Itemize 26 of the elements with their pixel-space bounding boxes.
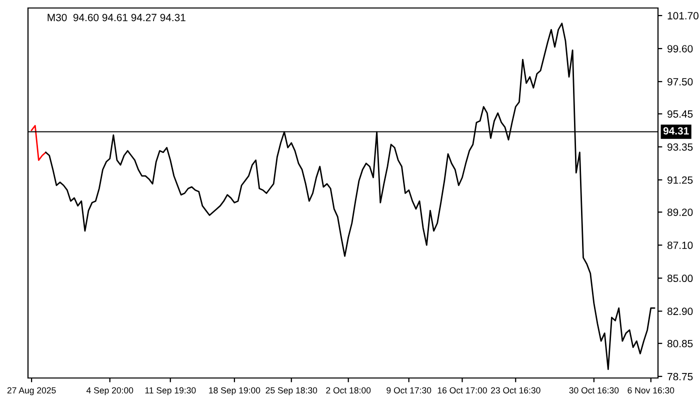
line-series	[30, 124, 46, 161]
ref-line-label: 94.31	[663, 127, 689, 135]
x-tick-label: 11 Sep 19:30	[145, 387, 196, 396]
x-tick-label: 9 Oct 17:30	[386, 387, 432, 394]
y-tick-label: 78.75	[668, 372, 693, 380]
y-tick-label: 97.50	[668, 78, 693, 86]
x-tick-label: 16 Oct 17:00	[438, 387, 487, 394]
y-tick-label: 87.10	[667, 242, 693, 250]
y-tick-label: 89.20	[667, 208, 693, 216]
x-tick-label: 2 Oct 18:00	[326, 387, 371, 394]
y-tick-label: 95.45	[668, 110, 693, 118]
x-tick-label: 30 Oct 16:30	[569, 387, 619, 394]
y-tick-label: 101.70	[668, 12, 698, 20]
x-tick-label: 18 Sep 19:00	[209, 387, 260, 396]
y-tick-label: 99.60	[668, 45, 693, 52]
x-tick-label: 4 Sep 20:00	[86, 387, 134, 396]
y-tick-label: 82.90	[667, 308, 693, 316]
y-tick-label: 85.00	[667, 274, 693, 282]
y-tick-label: 93.35	[668, 143, 693, 151]
x-tick-label: 23 Oct 16:30	[491, 387, 540, 394]
chart-title: M30 94.60 94.61 94.27 94.31	[48, 14, 186, 22]
x-tick-label: 27 Aug 2025	[7, 387, 56, 396]
x-tick-label: 25 Sep 18:30	[266, 387, 318, 396]
y-tick-label: 91.25	[668, 176, 693, 184]
y-tick-label: 80.85	[667, 340, 693, 348]
x-tick-label: 6 Nov 16:30	[628, 387, 674, 394]
